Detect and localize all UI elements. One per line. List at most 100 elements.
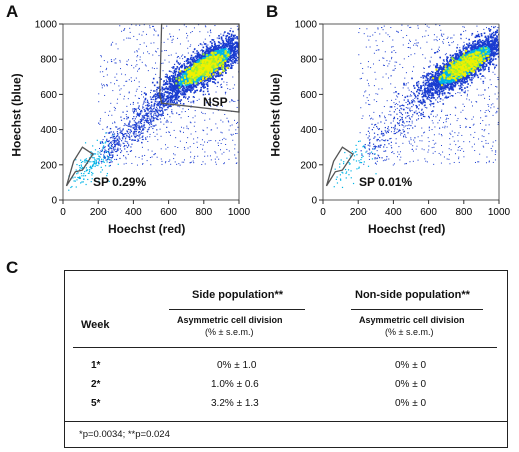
event-dot (209, 41, 212, 43)
event-dot (185, 26, 187, 28)
event-dot (166, 75, 168, 78)
event-dot (216, 53, 219, 55)
event-dot (251, 24, 253, 26)
event-dot (117, 48, 119, 50)
event-dot (215, 91, 217, 93)
event-dot (202, 63, 205, 66)
event-dot (144, 99, 146, 101)
event-dot (94, 165, 96, 168)
event-dot (191, 74, 194, 77)
event-dot (182, 87, 185, 89)
event-dot (129, 132, 131, 134)
event-dot (154, 29, 156, 31)
event-dot (153, 114, 155, 116)
event-dot (156, 86, 159, 89)
event-dot (189, 81, 192, 84)
event-dot (215, 63, 218, 66)
event-dot (139, 137, 141, 139)
event-dot (237, 126, 239, 128)
event-dot (218, 158, 220, 160)
event-dot (196, 56, 199, 59)
event-dot (201, 139, 203, 141)
event-dot (161, 107, 163, 109)
event-dot (115, 62, 117, 64)
event-dot (105, 151, 107, 153)
event-dot (236, 59, 238, 62)
event-dot (174, 85, 176, 88)
event-dot (388, 131, 390, 133)
event-dot (184, 73, 186, 75)
event-dot (130, 77, 132, 79)
event-dot (176, 60, 178, 63)
event-dot (135, 129, 137, 131)
event-dot (126, 64, 128, 66)
event-dot (390, 83, 392, 85)
event-dot (218, 47, 221, 49)
event-dot (202, 53, 205, 56)
event-dot (246, 33, 248, 35)
event-dot (221, 78, 223, 80)
event-dot (217, 144, 219, 146)
event-dot (193, 58, 196, 61)
event-dot (152, 110, 154, 113)
event-dot (224, 113, 226, 115)
event-dot (220, 42, 222, 45)
event-dot (143, 128, 145, 130)
event-dot (174, 72, 177, 74)
event-dot (193, 157, 195, 159)
event-dot (232, 37, 234, 39)
event-dot (173, 158, 175, 160)
event-dot (174, 94, 177, 96)
event-dot (194, 121, 196, 123)
event-dot (424, 57, 426, 59)
event-dot (186, 59, 188, 61)
event-dot (132, 124, 134, 126)
event-dot (228, 121, 230, 123)
event-dot (190, 54, 193, 57)
event-dot (118, 137, 120, 139)
event-dot (112, 133, 114, 135)
event-dot (245, 63, 247, 65)
event-dot (193, 142, 195, 144)
event-dot (223, 56, 226, 58)
event-dot (220, 149, 222, 151)
event-dot (136, 140, 138, 142)
event-dot (129, 103, 131, 105)
event-dot (160, 121, 162, 123)
event-dot (237, 48, 239, 50)
event-dot (196, 63, 199, 66)
event-dot (153, 110, 155, 113)
event-dot (138, 135, 140, 137)
event-dot (226, 60, 228, 62)
event-dot (122, 111, 124, 113)
event-dot (84, 171, 86, 173)
event-dot (112, 136, 115, 138)
plot-frame (62, 23, 240, 201)
event-dot (202, 70, 205, 73)
event-dot (149, 157, 151, 159)
event-dot (117, 147, 119, 149)
event-dot (182, 84, 184, 87)
event-dot (231, 60, 233, 63)
event-dot (142, 162, 144, 164)
event-dot (126, 130, 129, 132)
event-dot (202, 59, 205, 62)
event-dot (164, 82, 167, 84)
event-dot (120, 144, 122, 146)
event-dot (90, 154, 92, 156)
event-dot (177, 97, 179, 99)
event-dot (190, 64, 193, 67)
event-dot (120, 151, 122, 154)
event-dot (174, 92, 177, 94)
event-dot (153, 94, 155, 97)
event-dot (88, 172, 90, 174)
event-dot (211, 78, 214, 80)
event-dot (167, 97, 169, 99)
event-dot (154, 153, 156, 155)
event-dot (211, 39, 214, 41)
event-dot (208, 50, 210, 52)
event-dot (192, 57, 195, 60)
event-dot (230, 65, 233, 67)
event-dot (215, 161, 217, 163)
event-dot (204, 76, 207, 79)
